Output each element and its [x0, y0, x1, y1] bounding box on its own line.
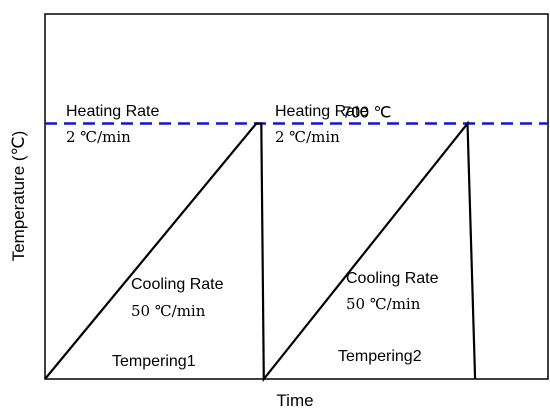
stage-label-tempering2: Tempering2 — [338, 348, 422, 365]
temperature-profile-line — [44, 120, 477, 383]
cooling-rate-value-2: 50 ℃/min — [346, 295, 421, 313]
heating-rate-value-2: 2 ℃/min — [275, 128, 340, 146]
plot-frame — [44, 13, 549, 380]
reference-line-label: 700 ℃ — [342, 105, 391, 122]
heating-rate-value-1: 2 ℃/min — [66, 128, 131, 146]
heating-rate-label-1: Heating Rate — [66, 103, 159, 120]
cooling-rate-label-2: Cooling Rate — [346, 270, 439, 287]
cooling-rate-value-1: 50 ℃/min — [131, 302, 206, 320]
x-axis-label: Time — [276, 391, 313, 410]
heating-rate-label-2: Heating Rate — [275, 103, 368, 120]
y-axis-label: Temperature (℃) — [9, 131, 28, 262]
cooling-rate-label-1: Cooling Rate — [131, 276, 224, 293]
stage-label-tempering1: Tempering1 — [112, 353, 196, 370]
